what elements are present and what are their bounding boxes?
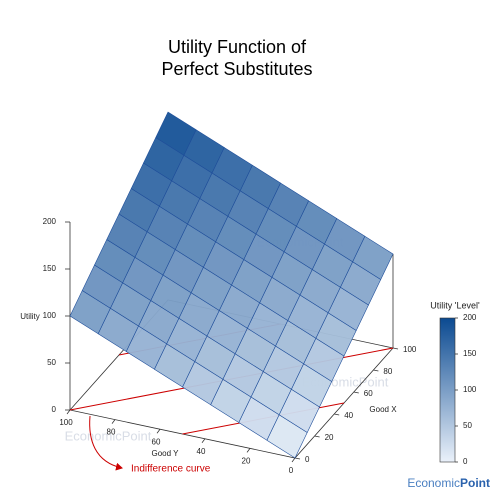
chart-title: Perfect Substitutes <box>161 59 312 79</box>
x-tick <box>314 435 320 438</box>
colorbar-tick-label: 200 <box>463 313 477 322</box>
z-tick-label: 100 <box>43 311 57 320</box>
colorbar-tick-label: 50 <box>463 421 472 430</box>
y-tick-label: 60 <box>152 437 161 446</box>
y-axis-label: Good Y <box>152 449 180 458</box>
z-tick-label: 50 <box>47 358 56 367</box>
x-tick <box>294 457 301 460</box>
watermark: EconomicPoint <box>65 428 152 443</box>
surface-cell <box>155 111 197 156</box>
x-tick <box>353 391 359 394</box>
y-tick <box>111 419 116 424</box>
z-tick-label: 200 <box>43 217 57 226</box>
chart-title: Utility Function of <box>168 37 307 57</box>
annotation-arrow <box>89 415 123 471</box>
x-tick-label: 60 <box>364 389 373 398</box>
x-tick-label: 20 <box>325 433 334 442</box>
y-tick-label: 20 <box>242 457 251 466</box>
y-tick <box>291 457 296 463</box>
y-tick <box>246 448 251 453</box>
x-tick-label: 40 <box>344 411 353 420</box>
x-axis-label: Good X <box>369 405 397 414</box>
brand-part: Economic <box>407 476 460 490</box>
y-tick-label: 40 <box>197 447 206 456</box>
colorbar-label: Utility 'Level' <box>430 300 480 310</box>
y-tick <box>66 409 71 415</box>
colorbar-tick-label: 150 <box>463 349 477 358</box>
brand: EconomicPoint <box>407 476 490 490</box>
y-tick <box>201 438 206 444</box>
x-tick <box>392 347 399 350</box>
annotation: Indifference curve <box>131 464 211 475</box>
x-tick <box>373 369 379 372</box>
z-tick-label: 0 <box>52 405 57 414</box>
x-tick-label: 0 <box>305 455 310 464</box>
x-tick-label: 100 <box>403 345 417 354</box>
y-tick-label: 100 <box>59 418 73 427</box>
y-tick <box>156 428 161 434</box>
x-tick <box>334 413 340 416</box>
z-tick-label: 150 <box>43 264 57 273</box>
colorbar-tick-label: 0 <box>463 457 468 466</box>
colorbar <box>439 317 456 463</box>
brand-part: Point <box>460 476 490 490</box>
x-tick-label: 80 <box>383 367 392 376</box>
colorbar-tick-label: 100 <box>463 385 477 394</box>
y-tick-label: 80 <box>107 428 116 437</box>
z-axis-label: Utility <box>20 312 40 321</box>
y-tick-label: 0 <box>289 466 294 475</box>
